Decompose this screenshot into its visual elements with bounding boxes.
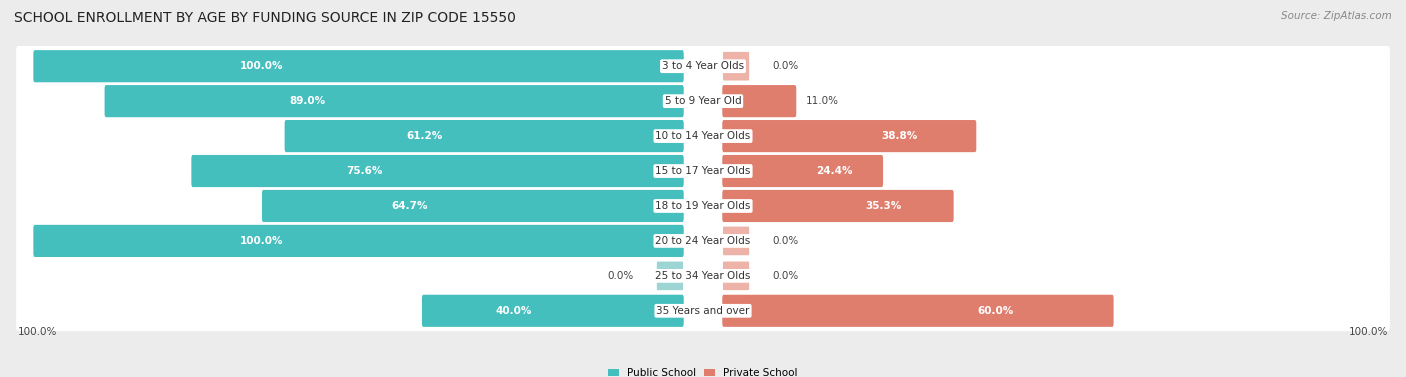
FancyBboxPatch shape xyxy=(723,190,953,222)
Text: 100.0%: 100.0% xyxy=(239,236,283,246)
Text: 35 Years and over: 35 Years and over xyxy=(657,306,749,316)
FancyBboxPatch shape xyxy=(657,262,683,290)
Text: 64.7%: 64.7% xyxy=(392,201,429,211)
Text: 0.0%: 0.0% xyxy=(772,236,799,246)
Text: 40.0%: 40.0% xyxy=(496,306,531,316)
Text: 38.8%: 38.8% xyxy=(882,131,918,141)
FancyBboxPatch shape xyxy=(422,295,683,327)
FancyBboxPatch shape xyxy=(723,52,749,81)
FancyBboxPatch shape xyxy=(191,155,683,187)
Text: 0.0%: 0.0% xyxy=(607,271,634,281)
Text: 20 to 24 Year Olds: 20 to 24 Year Olds xyxy=(655,236,751,246)
Text: Source: ZipAtlas.com: Source: ZipAtlas.com xyxy=(1281,11,1392,21)
FancyBboxPatch shape xyxy=(15,186,1391,226)
FancyBboxPatch shape xyxy=(284,120,683,152)
Text: 24.4%: 24.4% xyxy=(815,166,852,176)
Text: 25 to 34 Year Olds: 25 to 34 Year Olds xyxy=(655,271,751,281)
FancyBboxPatch shape xyxy=(723,227,749,255)
Text: 5 to 9 Year Old: 5 to 9 Year Old xyxy=(665,96,741,106)
FancyBboxPatch shape xyxy=(723,295,1114,327)
FancyBboxPatch shape xyxy=(723,262,749,290)
Text: 100.0%: 100.0% xyxy=(239,61,283,71)
Text: 100.0%: 100.0% xyxy=(1348,327,1388,337)
FancyBboxPatch shape xyxy=(723,120,976,152)
FancyBboxPatch shape xyxy=(15,256,1391,296)
FancyBboxPatch shape xyxy=(15,116,1391,156)
Legend: Public School, Private School: Public School, Private School xyxy=(609,368,797,377)
FancyBboxPatch shape xyxy=(15,151,1391,191)
FancyBboxPatch shape xyxy=(34,50,683,82)
FancyBboxPatch shape xyxy=(15,81,1391,121)
Text: SCHOOL ENROLLMENT BY AGE BY FUNDING SOURCE IN ZIP CODE 15550: SCHOOL ENROLLMENT BY AGE BY FUNDING SOUR… xyxy=(14,11,516,25)
FancyBboxPatch shape xyxy=(262,190,683,222)
Text: 60.0%: 60.0% xyxy=(977,306,1014,316)
FancyBboxPatch shape xyxy=(15,291,1391,331)
Text: 61.2%: 61.2% xyxy=(406,131,443,141)
FancyBboxPatch shape xyxy=(104,85,683,117)
Text: 18 to 19 Year Olds: 18 to 19 Year Olds xyxy=(655,201,751,211)
FancyBboxPatch shape xyxy=(15,46,1391,86)
Text: 15 to 17 Year Olds: 15 to 17 Year Olds xyxy=(655,166,751,176)
Text: 35.3%: 35.3% xyxy=(866,201,901,211)
Text: 75.6%: 75.6% xyxy=(346,166,382,176)
Text: 0.0%: 0.0% xyxy=(772,271,799,281)
FancyBboxPatch shape xyxy=(723,155,883,187)
Text: 100.0%: 100.0% xyxy=(18,327,58,337)
Text: 10 to 14 Year Olds: 10 to 14 Year Olds xyxy=(655,131,751,141)
FancyBboxPatch shape xyxy=(15,221,1391,261)
Text: 3 to 4 Year Olds: 3 to 4 Year Olds xyxy=(662,61,744,71)
FancyBboxPatch shape xyxy=(723,85,796,117)
FancyBboxPatch shape xyxy=(34,225,683,257)
Text: 11.0%: 11.0% xyxy=(806,96,839,106)
Text: 0.0%: 0.0% xyxy=(772,61,799,71)
Text: 89.0%: 89.0% xyxy=(290,96,326,106)
